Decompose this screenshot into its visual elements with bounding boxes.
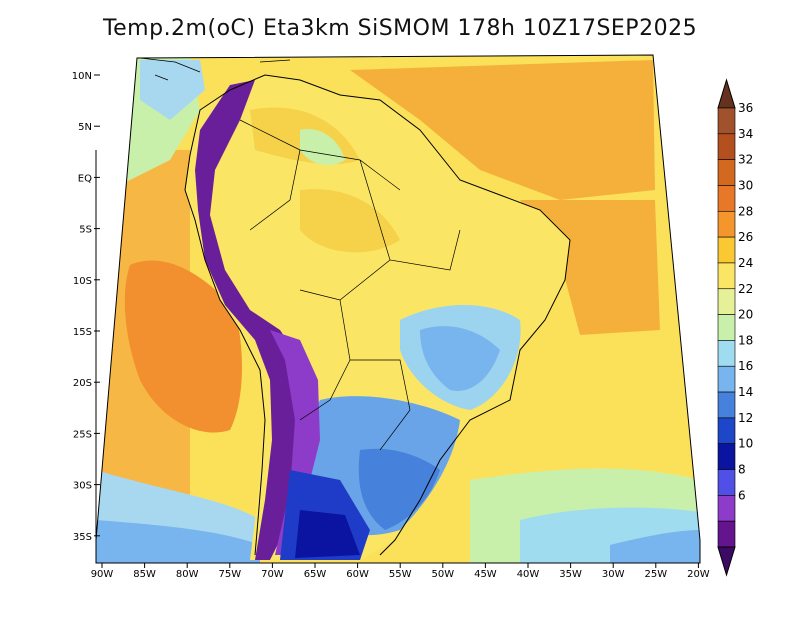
colorbar-swatch: [717, 185, 736, 212]
colorbar-label: 24: [738, 256, 753, 270]
colorbar-label: 8: [738, 463, 746, 477]
caribbean-islands: [139, 57, 291, 81]
colorbar-swatch: [717, 159, 736, 186]
colorbar-label: 18: [738, 333, 753, 347]
lon-tick-label: 90W: [91, 569, 114, 580]
lat-tick-label: 10N: [72, 71, 92, 82]
lat-tick-label: 10S: [73, 276, 92, 287]
lat-tick-label: 20S: [73, 378, 92, 389]
lon-tick-label: 55W: [389, 569, 412, 580]
colorbar-label: 36: [738, 101, 753, 115]
colorbar-swatch: [717, 236, 736, 264]
colorbar-swatch: [717, 469, 736, 496]
lon-tick-label: 35W: [559, 569, 582, 580]
colorbar-label: 32: [738, 153, 753, 167]
colorbar-label: 22: [738, 282, 753, 296]
colorbar-swatch: [717, 210, 736, 238]
country-borders: [239, 119, 461, 451]
colorbar-label: 20: [738, 308, 753, 322]
lon-tick-label: 50W: [431, 569, 454, 580]
coastline: [184, 74, 571, 556]
colorbar-swatch: [717, 107, 736, 135]
colorbar-swatch: [717, 288, 736, 315]
colorbar-swatch: [717, 391, 736, 419]
map-title: Temp.2m(oC) Eta3km SiSMOM 178h 10Z17SEP2…: [102, 16, 698, 41]
colorbar-swatch: [717, 443, 736, 470]
longitude-axis: 90W 85W 80W 75W 70W 65W 60W 55W 50W 45W 40W 35W 30W 2…: [91, 563, 710, 580]
lon-tick-label: 75W: [218, 569, 241, 580]
colorbar-label: 30: [738, 178, 753, 192]
colorbar-label: 10: [738, 437, 753, 451]
pacific-hot-region: [124, 260, 242, 433]
lon-tick-label: 30W: [602, 569, 625, 580]
lon-tick-label: 60W: [346, 569, 369, 580]
colorbar-label: 6: [738, 488, 746, 502]
colorbar-label: 28: [738, 204, 753, 218]
lon-tick-label: 65W: [304, 569, 327, 580]
colorbar: 36 34 32 30 28 26 24 22 20 18 16 14 12 10 8 6: [717, 78, 753, 577]
colorbar-label: 26: [738, 230, 753, 244]
colorbar-swatch: [717, 340, 736, 367]
lat-tick-label: 15S: [73, 327, 92, 338]
colorbar-swatch: [717, 133, 736, 160]
colorbar-label: 16: [738, 359, 753, 373]
lon-tick-label: 20W: [687, 569, 710, 580]
colorbar-swatch: [717, 417, 736, 445]
lon-tick-label: 45W: [474, 569, 497, 580]
atlantic-warm-region: [350, 60, 655, 200]
colorbar-below-triangle: [717, 546, 736, 577]
lat-tick-label: 5S: [79, 225, 92, 236]
colorbar-swatch: [717, 520, 736, 548]
colorbar-label: 14: [738, 385, 753, 399]
latitude-axis: 10N 5N EQ 5S 10S 15S 20S 25S 30S 35S: [72, 71, 100, 543]
lat-tick-label: 5N: [78, 122, 92, 133]
lat-tick-label: 25S: [73, 429, 92, 440]
lat-tick-label: 30S: [73, 481, 92, 492]
lon-tick-label: 40W: [517, 569, 540, 580]
lon-tick-label: 80W: [176, 569, 199, 580]
lon-tick-label: 70W: [261, 569, 284, 580]
lon-tick-label: 25W: [644, 569, 667, 580]
lat-tick-label: 35S: [73, 532, 92, 543]
colorbar-above-triangle: [717, 78, 736, 109]
colorbar-swatch: [717, 314, 736, 341]
lon-tick-label: 85W: [133, 569, 156, 580]
colorbar-swatch: [717, 495, 736, 522]
colorbar-label: 12: [738, 411, 753, 425]
lat-tick-label: EQ: [78, 173, 92, 184]
colorbar-swatch: [717, 262, 736, 290]
andes-mountains: [195, 80, 305, 560]
colorbar-swatch: [717, 365, 736, 393]
colorbar-label: 34: [738, 127, 753, 141]
